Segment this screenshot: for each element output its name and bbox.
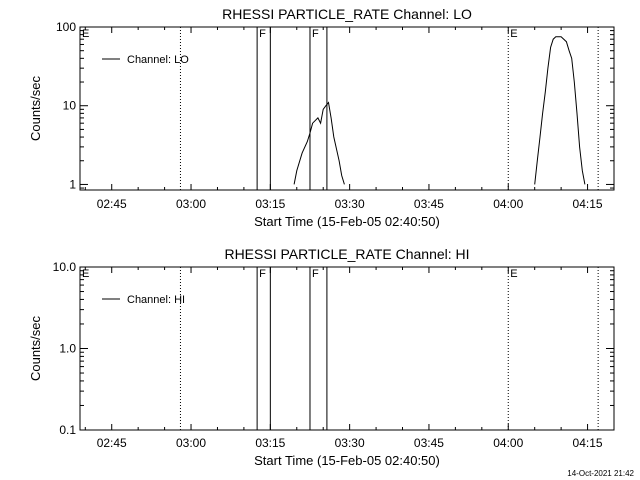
x-tick-label: 03:30 xyxy=(335,197,365,211)
chart-title: RHESSI PARTICLE_RATE Channel: HI xyxy=(224,246,469,262)
event-marker-label: E xyxy=(510,28,517,40)
legend-label: Channel: HI xyxy=(127,294,185,306)
x-axis-label: Start Time (15-Feb-05 02:40:50) xyxy=(254,214,440,229)
plot-frame xyxy=(79,26,615,191)
event-marker-label: F xyxy=(312,268,319,280)
y-axis-label: Counts/sec xyxy=(28,315,43,381)
x-tick-label: 04:00 xyxy=(493,436,523,450)
y-tick-label: 100 xyxy=(56,20,76,34)
event-marker-label: F xyxy=(259,268,266,280)
y-tick-label: 10 xyxy=(63,99,77,113)
y-tick-label: 0.1 xyxy=(59,423,76,437)
chart-title: RHESSI PARTICLE_RATE Channel: LO xyxy=(222,6,472,22)
plot-frame xyxy=(79,266,615,431)
x-tick-label: 03:15 xyxy=(255,436,285,450)
y-tick-label: 1.0 xyxy=(59,342,76,356)
y-axis-label: Counts/sec xyxy=(28,75,43,141)
legend-label: Channel: LO xyxy=(127,54,189,66)
y-tick-label: 10.0 xyxy=(53,260,77,274)
event-marker-label: E xyxy=(510,268,517,280)
x-tick-label: 03:15 xyxy=(255,197,285,211)
series-line xyxy=(534,36,586,185)
x-tick-label: 04:15 xyxy=(573,197,603,211)
footer-timestamp: 14-Oct-2021 21:42 xyxy=(567,469,634,478)
x-tick-label: 04:00 xyxy=(493,197,523,211)
event-marker-label: E xyxy=(82,28,89,40)
x-tick-label: 03:45 xyxy=(414,197,444,211)
event-marker-label: F xyxy=(312,28,319,40)
x-tick-label: 03:30 xyxy=(335,436,365,450)
series-line xyxy=(293,101,345,185)
x-tick-label: 03:00 xyxy=(176,436,206,450)
x-tick-label: 03:00 xyxy=(176,197,206,211)
lo-channel-panel: RHESSI PARTICLE_RATE Channel: LO 02:45 03:… xyxy=(28,6,615,229)
event-marker-label: F xyxy=(259,28,266,40)
x-tick-label: 03:45 xyxy=(414,436,444,450)
x-tick-label: 02:45 xyxy=(97,436,127,450)
x-axis-label: Start Time (15-Feb-05 02:40:50) xyxy=(254,453,440,468)
x-tick-label: 04:15 xyxy=(573,436,603,450)
event-marker-label: E xyxy=(82,268,89,280)
hi-channel-panel: RHESSI PARTICLE_RATE Channel: HI 02:45 03:… xyxy=(28,246,615,468)
y-tick-label: 1 xyxy=(69,177,76,191)
x-tick-label: 02:45 xyxy=(97,197,127,211)
